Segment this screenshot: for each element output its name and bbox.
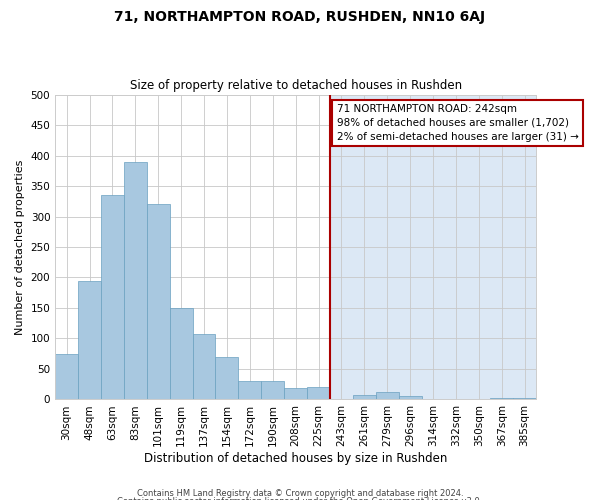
Bar [215, 357, 238, 400]
Bar [170, 308, 193, 400]
Bar [490, 398, 513, 400]
Bar [193, 334, 215, 400]
Bar [330, 94, 536, 400]
Bar [78, 280, 101, 400]
Bar [55, 354, 78, 400]
Bar [147, 204, 170, 400]
Text: 71, NORTHAMPTON ROAD, RUSHDEN, NN10 6AJ: 71, NORTHAMPTON ROAD, RUSHDEN, NN10 6AJ [115, 10, 485, 24]
Bar [124, 162, 147, 400]
Bar [307, 388, 330, 400]
Bar [101, 195, 124, 400]
X-axis label: Distribution of detached houses by size in Rushden: Distribution of detached houses by size … [144, 452, 448, 465]
Title: Size of property relative to detached houses in Rushden: Size of property relative to detached ho… [130, 79, 461, 92]
Bar [398, 396, 422, 400]
Bar [284, 388, 307, 400]
Text: Contains HM Land Registry data © Crown copyright and database right 2024.: Contains HM Land Registry data © Crown c… [137, 488, 463, 498]
Text: 71 NORTHAMPTON ROAD: 242sqm
98% of detached houses are smaller (1,702)
2% of sem: 71 NORTHAMPTON ROAD: 242sqm 98% of detac… [337, 104, 578, 142]
Bar [513, 398, 536, 400]
Bar [353, 395, 376, 400]
Y-axis label: Number of detached properties: Number of detached properties [15, 160, 25, 334]
Bar [376, 392, 398, 400]
Bar [261, 381, 284, 400]
Bar [238, 381, 261, 400]
Text: Contains public sector information licensed under the Open Government Licence v3: Contains public sector information licen… [118, 497, 482, 500]
